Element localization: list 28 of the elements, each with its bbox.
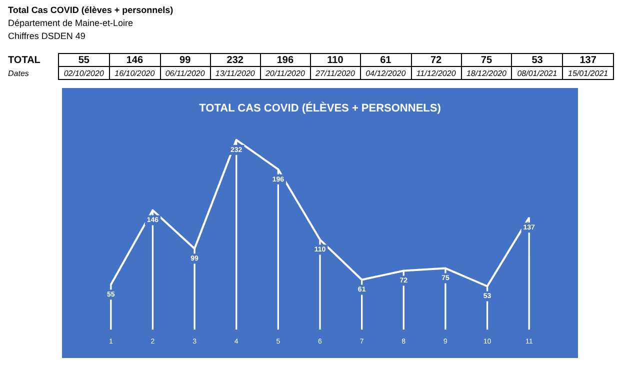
- category-label: 27/11/2020: [310, 66, 360, 80]
- data-label: 61: [360, 54, 412, 66]
- text: Chiffres DSDEN 49: [8, 30, 86, 43]
- category-label: 16/10/2020: [109, 66, 160, 80]
- category-label: 08/01/2021: [512, 66, 563, 80]
- category-label: 13/11/2020: [210, 66, 260, 80]
- category-label: 04/12/2020: [360, 66, 412, 80]
- text: TOTAL: [8, 54, 42, 66]
- data-label: 196: [260, 54, 310, 66]
- chart-title: TOTAL CAS COVID (ÉLÈVES + PERSONNELS): [199, 102, 442, 115]
- category-label: 11/12/2020: [411, 66, 462, 80]
- category-label: 02/10/2020: [58, 66, 110, 80]
- data-label: 53: [512, 54, 563, 66]
- text: Département de Maine-et-Loire: [8, 17, 134, 30]
- data-label: 146: [109, 54, 160, 66]
- text: Dates: [8, 68, 30, 80]
- data-label: 75: [461, 54, 512, 66]
- data-label: 99: [160, 54, 210, 66]
- category-label: 15/01/2021: [562, 66, 614, 80]
- data-label: 72: [411, 54, 462, 66]
- data-label: 110: [310, 54, 360, 66]
- text: Total Cas COVID (élèves + personnels): [8, 4, 174, 17]
- category-label: 20/11/2020: [260, 66, 310, 80]
- data-label: 137: [562, 54, 614, 66]
- data-label: 55: [58, 54, 110, 66]
- category-label: 18/12/2020: [461, 66, 512, 80]
- category-label: 06/11/2020: [160, 66, 210, 80]
- data-label: 232: [210, 54, 260, 66]
